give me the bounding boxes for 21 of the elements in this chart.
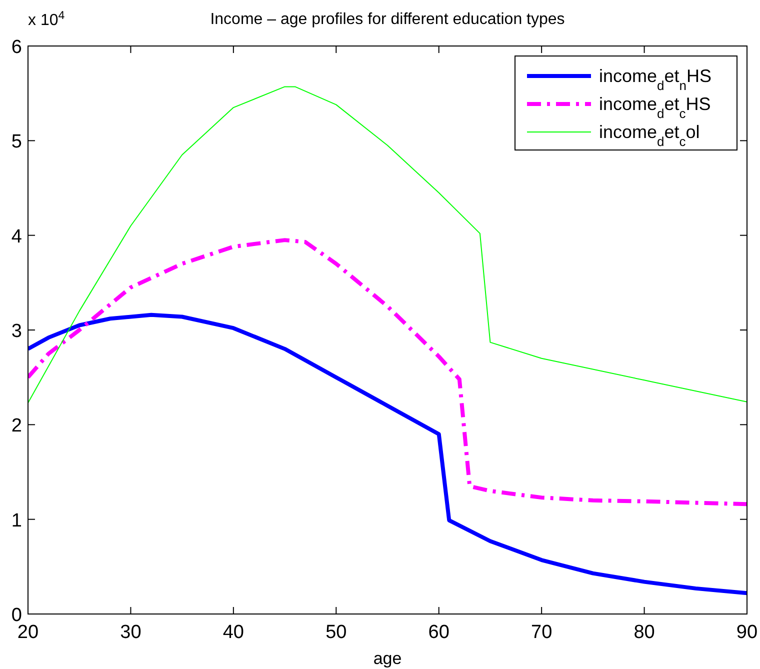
text: x 10$^{4}$ bbox=[28, 10, 66, 29]
x-tick-label: 70 bbox=[531, 622, 552, 643]
chart-title: Income – age profiles for different education types bbox=[210, 11, 565, 28]
legend-label: income$_{d}$et$_{c}$HS bbox=[599, 94, 711, 120]
x-tick-label: 90 bbox=[736, 622, 758, 643]
x-tick-label: 80 bbox=[634, 622, 655, 643]
legend-label: income$_{d}$et$_{c}$ol bbox=[599, 122, 700, 148]
y-tick-label: 6 bbox=[11, 37, 22, 58]
y-tick-label: 5 bbox=[11, 132, 22, 153]
y-tick-label: 2 bbox=[11, 416, 22, 437]
y-tick-label: 4 bbox=[11, 226, 22, 248]
legend-label: income$_{d}$et$_{n}$HS bbox=[599, 66, 712, 92]
x-tick-label: 50 bbox=[326, 622, 347, 643]
line-series bbox=[28, 238, 747, 506]
x-tick-label: 40 bbox=[222, 622, 244, 643]
line-series bbox=[28, 312, 747, 596]
x-tick-label: 30 bbox=[120, 622, 142, 643]
x-tick-label: 60 bbox=[428, 622, 450, 643]
y-tick-label: 3 bbox=[11, 321, 22, 342]
x-axis-title: age bbox=[373, 649, 402, 668]
y-tick-label: 1 bbox=[11, 510, 22, 532]
